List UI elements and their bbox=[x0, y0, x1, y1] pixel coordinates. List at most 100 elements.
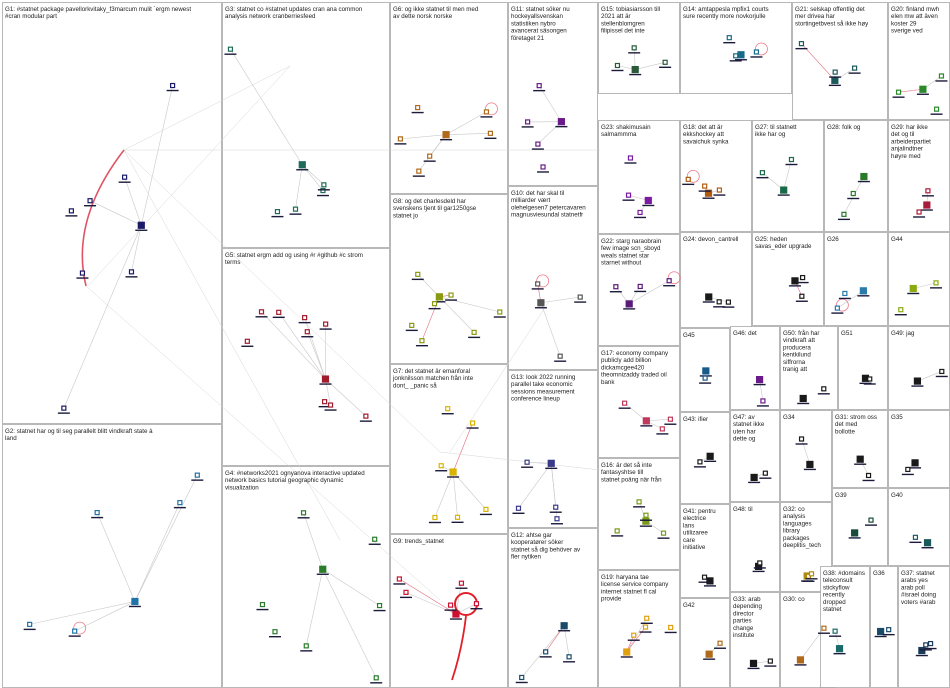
node-icon[interactable] bbox=[851, 529, 859, 537]
node-icon[interactable] bbox=[726, 35, 732, 41]
node-icon[interactable] bbox=[767, 658, 773, 664]
node-icon[interactable] bbox=[427, 153, 433, 159]
node-icon[interactable] bbox=[716, 299, 722, 305]
node-icon[interactable] bbox=[614, 528, 620, 534]
node-icon[interactable] bbox=[415, 271, 421, 277]
node-icon[interactable] bbox=[431, 301, 438, 307]
node-icon[interactable] bbox=[706, 577, 714, 585]
node-icon[interactable] bbox=[276, 309, 282, 315]
node-icon[interactable] bbox=[537, 299, 545, 307]
node-icon[interactable] bbox=[432, 514, 438, 521]
node-icon[interactable] bbox=[725, 299, 731, 305]
node-icon[interactable] bbox=[821, 625, 827, 631]
node-icon[interactable] bbox=[831, 76, 839, 84]
node-icon[interactable] bbox=[458, 580, 465, 586]
node-icon[interactable] bbox=[448, 292, 454, 298]
node-icon[interactable] bbox=[258, 309, 265, 315]
node-icon[interactable] bbox=[536, 83, 542, 89]
node-icon[interactable] bbox=[274, 209, 281, 215]
node-icon[interactable] bbox=[300, 510, 307, 516]
node-icon[interactable] bbox=[302, 315, 308, 321]
node-icon[interactable] bbox=[685, 176, 691, 182]
node-icon[interactable] bbox=[259, 601, 266, 608]
node-icon[interactable] bbox=[749, 659, 758, 668]
node-icon[interactable] bbox=[909, 284, 917, 293]
node-icon[interactable] bbox=[895, 89, 902, 95]
node-icon[interactable] bbox=[553, 504, 559, 510]
node-icon[interactable] bbox=[122, 174, 128, 180]
node-icon[interactable] bbox=[473, 601, 480, 607]
node-icon[interactable] bbox=[61, 405, 67, 411]
node-icon[interactable] bbox=[939, 368, 945, 375]
node-icon[interactable] bbox=[304, 329, 310, 335]
node-icon[interactable] bbox=[566, 654, 572, 660]
node-icon[interactable] bbox=[554, 516, 560, 522]
node-icon[interactable] bbox=[419, 338, 425, 344]
node-icon[interactable] bbox=[800, 274, 806, 281]
node-icon[interactable] bbox=[631, 45, 637, 51]
node-icon[interactable] bbox=[177, 500, 183, 506]
node-icon[interactable] bbox=[321, 182, 327, 188]
node-icon[interactable] bbox=[613, 284, 619, 290]
node-icon[interactable] bbox=[911, 459, 919, 467]
node-icon[interactable] bbox=[449, 468, 457, 476]
node-icon[interactable] bbox=[540, 164, 546, 170]
node-icon[interactable] bbox=[702, 367, 710, 375]
node-icon[interactable] bbox=[94, 509, 100, 516]
node-icon[interactable] bbox=[642, 517, 650, 525]
node-icon[interactable] bbox=[886, 627, 892, 633]
node-icon[interactable] bbox=[856, 455, 864, 463]
node-icon[interactable] bbox=[543, 649, 549, 655]
node-icon[interactable] bbox=[798, 436, 805, 442]
node-icon[interactable] bbox=[799, 293, 805, 299]
node-icon[interactable] bbox=[560, 622, 568, 630]
node-icon[interactable] bbox=[435, 293, 443, 301]
node-icon[interactable] bbox=[319, 565, 327, 573]
node-icon[interactable] bbox=[643, 512, 649, 518]
node-icon[interactable] bbox=[868, 517, 874, 523]
node-icon[interactable] bbox=[416, 168, 422, 174]
node-icon[interactable] bbox=[705, 650, 713, 658]
node-icon[interactable] bbox=[913, 377, 922, 385]
node-icon[interactable] bbox=[821, 386, 827, 392]
node-icon[interactable] bbox=[865, 472, 872, 479]
node-icon[interactable] bbox=[706, 452, 714, 460]
node-icon[interactable] bbox=[798, 41, 805, 47]
node-icon[interactable] bbox=[841, 211, 847, 217]
node-icon[interactable] bbox=[469, 420, 476, 426]
node-icon[interactable] bbox=[717, 640, 723, 646]
node-icon[interactable] bbox=[851, 65, 858, 71]
node-icon[interactable] bbox=[547, 459, 555, 467]
node-icon[interactable] bbox=[916, 209, 922, 215]
node-icon[interactable] bbox=[642, 417, 650, 425]
node-icon[interactable] bbox=[363, 413, 369, 419]
node-icon[interactable] bbox=[636, 499, 642, 505]
node-icon[interactable] bbox=[372, 536, 378, 542]
node-icon[interactable] bbox=[625, 300, 633, 308]
node-icon[interactable] bbox=[867, 376, 873, 382]
node-icon[interactable] bbox=[128, 269, 135, 275]
node-icon[interactable] bbox=[791, 277, 799, 285]
node-icon[interactable] bbox=[762, 470, 768, 476]
node-icon[interactable] bbox=[323, 321, 329, 327]
node-icon[interactable] bbox=[373, 675, 379, 681]
node-icon[interactable] bbox=[923, 642, 929, 648]
node-icon[interactable] bbox=[524, 459, 530, 465]
node-icon[interactable] bbox=[396, 576, 402, 582]
node-icon[interactable] bbox=[702, 183, 708, 189]
node-icon[interactable] bbox=[850, 190, 856, 197]
node-icon[interactable] bbox=[445, 406, 451, 412]
node-icon[interactable] bbox=[409, 322, 415, 328]
node-icon[interactable] bbox=[627, 155, 634, 161]
node-icon[interactable] bbox=[322, 399, 328, 405]
node-icon[interactable] bbox=[755, 375, 764, 384]
node-icon[interactable] bbox=[557, 118, 565, 126]
node-icon[interactable] bbox=[320, 187, 326, 194]
node-icon[interactable] bbox=[483, 506, 489, 513]
node-icon[interactable] bbox=[454, 514, 461, 520]
node-icon[interactable] bbox=[327, 402, 334, 408]
node-icon[interactable] bbox=[137, 221, 145, 229]
node-icon[interactable] bbox=[923, 539, 932, 547]
node-icon[interactable] bbox=[660, 530, 667, 536]
node-icon[interactable] bbox=[227, 46, 234, 52]
